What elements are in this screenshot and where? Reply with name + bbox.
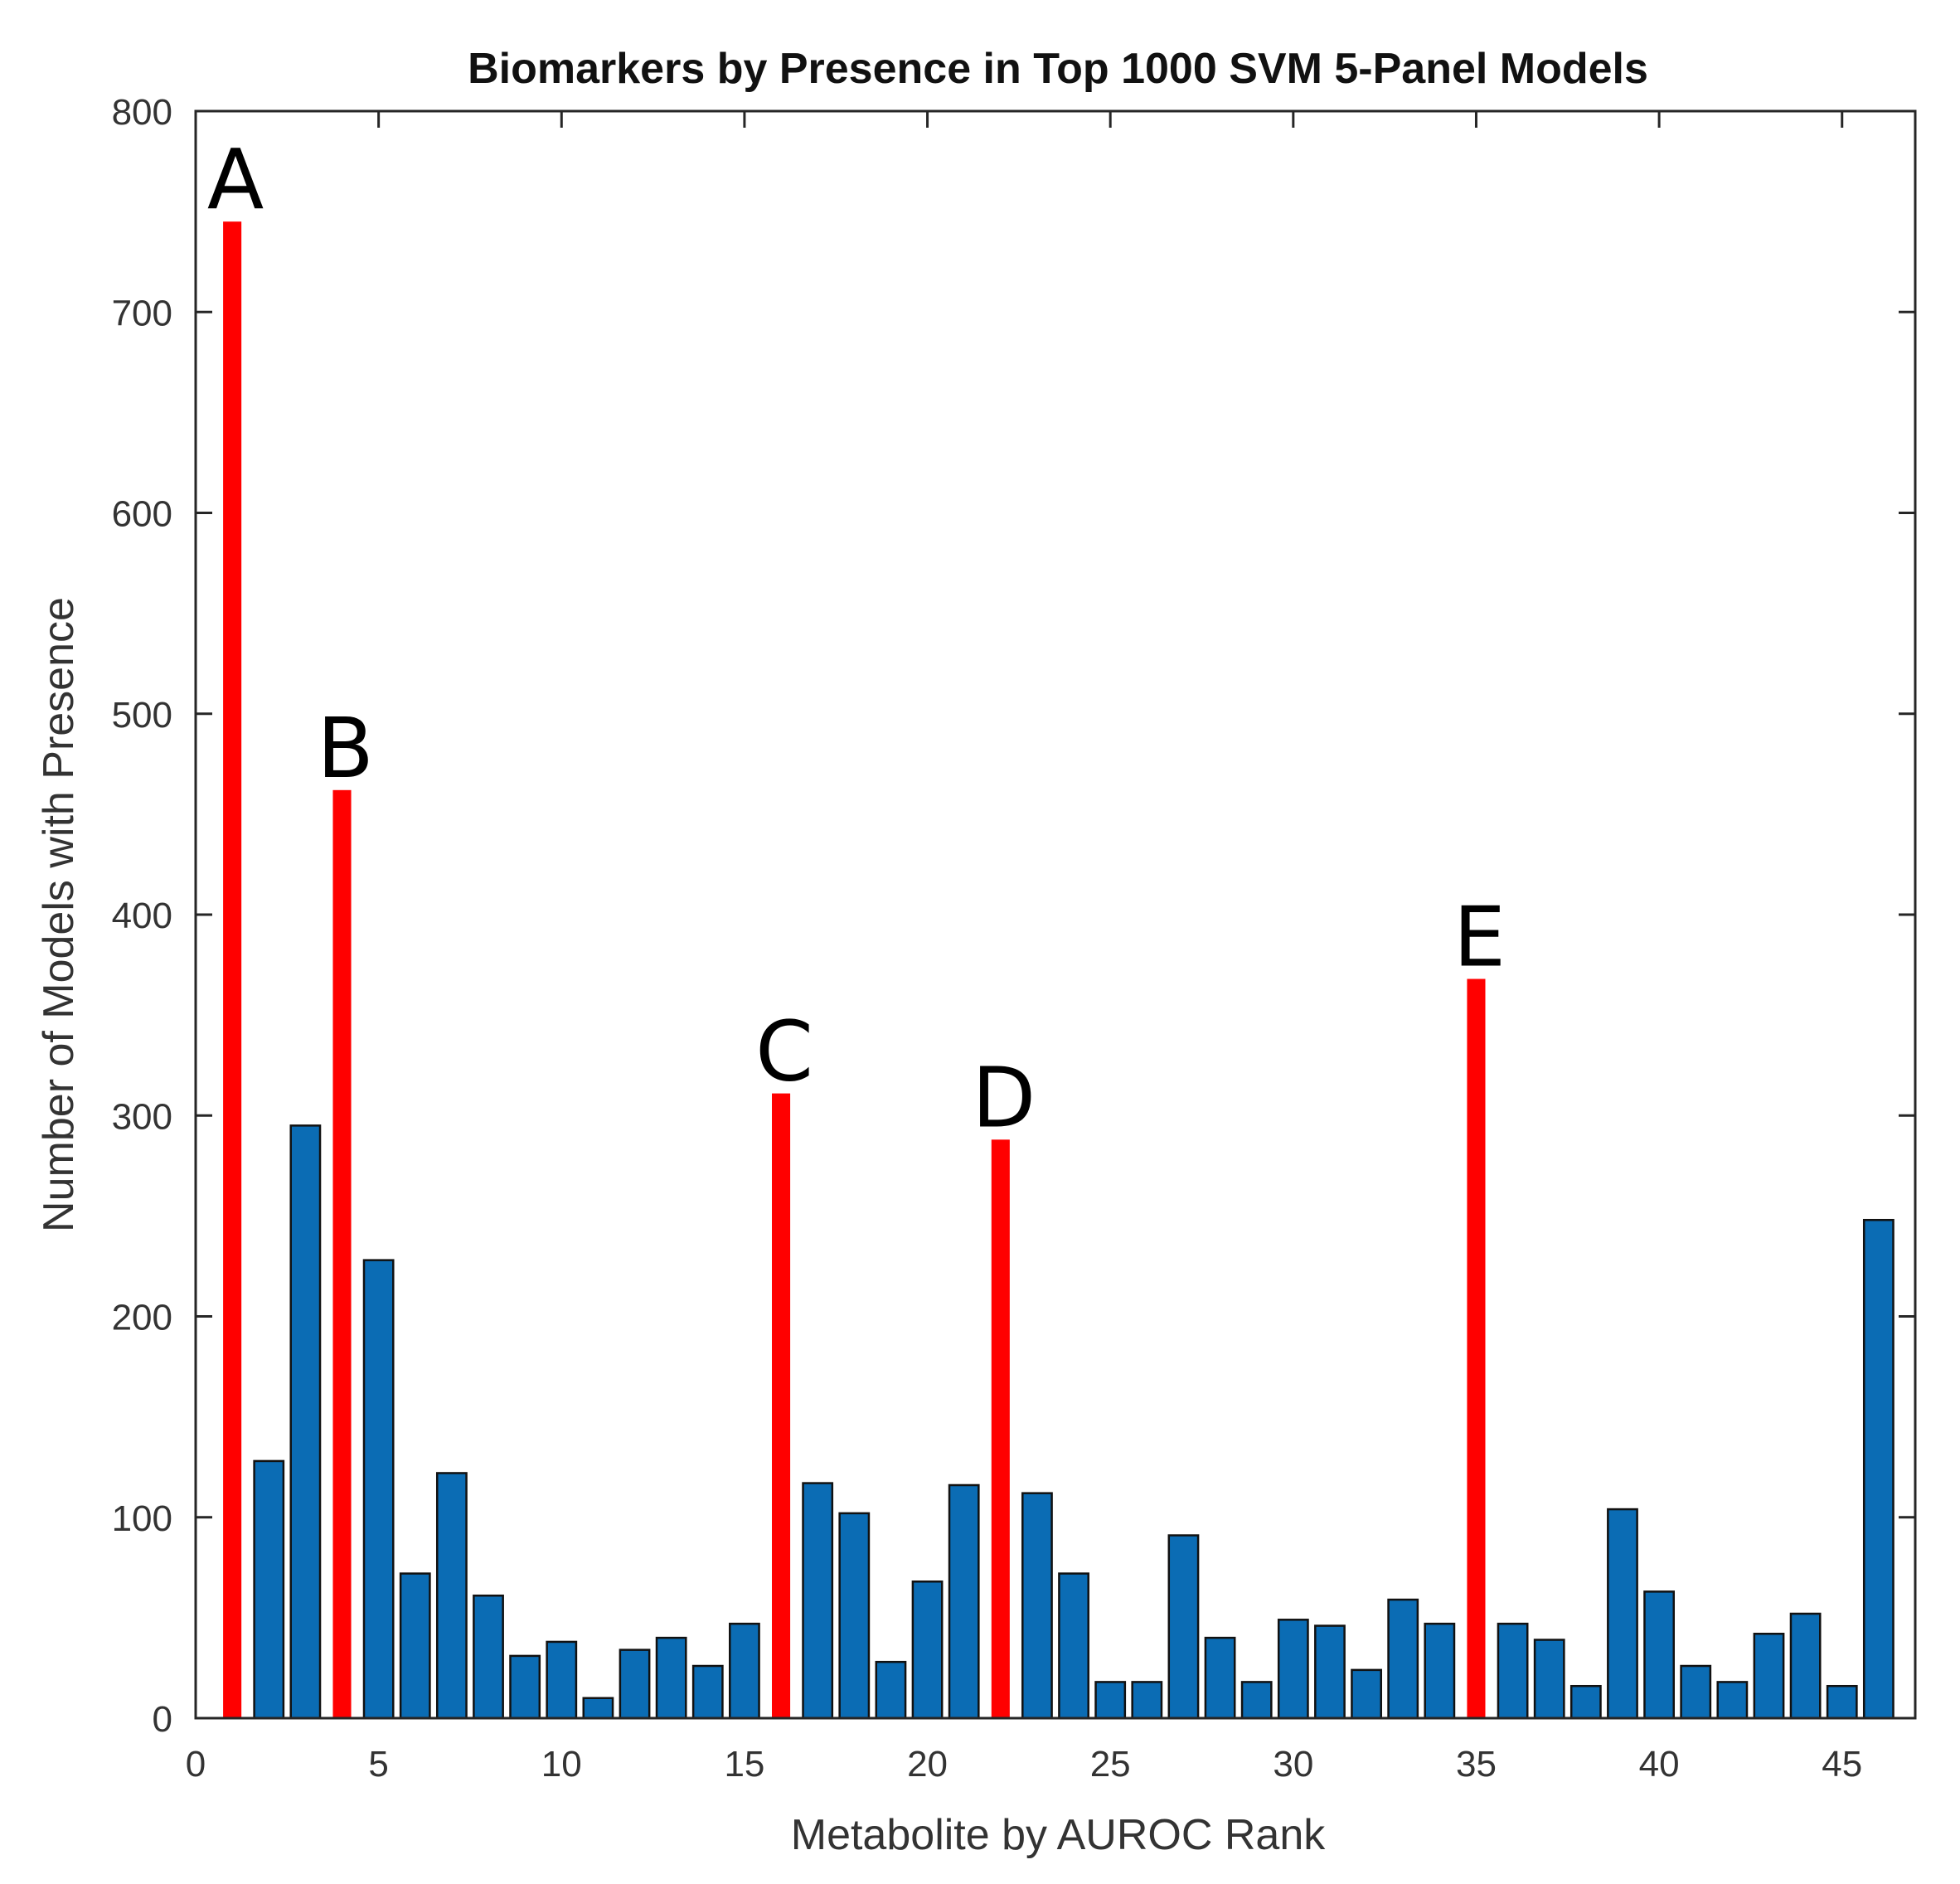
y-axis-label: Number of Models with Presence <box>35 597 83 1232</box>
bar <box>1167 1534 1200 1720</box>
bar-highlight <box>332 789 352 1719</box>
x-tick-label: 45 <box>1822 1744 1862 1784</box>
bar <box>1240 1681 1273 1720</box>
bar <box>1753 1633 1785 1720</box>
bar-annotations: A B C D E <box>207 131 1506 1146</box>
bar <box>1094 1681 1127 1720</box>
y-tick-label: 400 <box>112 896 172 936</box>
y-tick-label: 100 <box>112 1498 172 1539</box>
bar <box>1643 1590 1676 1720</box>
bar <box>948 1483 980 1720</box>
bar <box>1533 1639 1565 1720</box>
bar <box>546 1640 578 1720</box>
annotation-label: E <box>1453 889 1506 986</box>
bar <box>509 1654 541 1720</box>
bar <box>289 1124 322 1720</box>
bar <box>655 1636 687 1720</box>
bar <box>1862 1218 1895 1720</box>
chart-title: Biomarkers by Presence in Top 1000 SVM 5… <box>468 45 1648 93</box>
annotation-label: B <box>317 700 374 797</box>
bar-highlight <box>223 221 242 1718</box>
bar <box>253 1459 285 1720</box>
bar <box>582 1697 614 1720</box>
x-tick-label: 0 <box>186 1744 206 1784</box>
bar <box>1789 1612 1822 1720</box>
tick-labels: 0 100 200 300 400 500 600 700 800 0 5 10 15 20 25 30 35 4… <box>112 92 1863 1784</box>
bar <box>1387 1598 1419 1720</box>
y-tick-label: 600 <box>112 494 172 535</box>
bar <box>1680 1664 1712 1720</box>
bar-highlight <box>991 1139 1010 1718</box>
bar <box>1607 1508 1638 1720</box>
y-tick-label: 700 <box>112 293 172 333</box>
bar <box>1351 1668 1382 1720</box>
bar <box>1058 1572 1089 1720</box>
bar <box>838 1512 871 1720</box>
bar-highlight <box>1467 978 1486 1718</box>
bar <box>1569 1684 1602 1720</box>
bar <box>435 1472 468 1720</box>
x-tick-label: 25 <box>1090 1744 1131 1784</box>
y-tick-label: 500 <box>112 695 172 736</box>
bar <box>691 1664 724 1720</box>
annotation-label: C <box>755 1003 813 1100</box>
y-tick-label: 300 <box>112 1096 172 1137</box>
y-tick-label: 800 <box>112 92 172 133</box>
bar <box>473 1594 504 1720</box>
x-tick-label: 35 <box>1456 1744 1497 1784</box>
x-tick-label: 30 <box>1273 1744 1313 1784</box>
bar <box>911 1581 944 1720</box>
y-tick-label: 0 <box>153 1699 172 1740</box>
bar <box>619 1648 651 1720</box>
bar <box>729 1622 760 1720</box>
annotation-label: A <box>207 131 264 228</box>
x-tick-label: 40 <box>1639 1744 1680 1784</box>
bar <box>1716 1681 1749 1720</box>
x-tick-label: 15 <box>724 1744 764 1784</box>
bar <box>1424 1622 1456 1720</box>
bar <box>1277 1619 1309 1720</box>
x-tick-label: 10 <box>541 1744 582 1784</box>
bar <box>1826 1684 1858 1720</box>
bar <box>1497 1622 1529 1720</box>
x-tick-label: 20 <box>907 1744 948 1784</box>
bar <box>1314 1624 1346 1720</box>
bar <box>399 1572 431 1720</box>
bar <box>802 1482 834 1720</box>
plot-frame <box>194 109 1917 1720</box>
x-tick-label: 5 <box>368 1744 388 1784</box>
bar <box>1204 1636 1236 1720</box>
bar <box>362 1259 395 1720</box>
bars <box>223 221 1895 1720</box>
annotation-label: D <box>972 1049 1036 1146</box>
bar <box>875 1660 907 1720</box>
bar <box>1131 1681 1163 1720</box>
bar-highlight <box>772 1093 791 1718</box>
x-axis-label: Metabolite by AUROC Rank <box>791 1811 1326 1859</box>
y-tick-label: 200 <box>112 1298 172 1338</box>
bar <box>1021 1492 1053 1720</box>
